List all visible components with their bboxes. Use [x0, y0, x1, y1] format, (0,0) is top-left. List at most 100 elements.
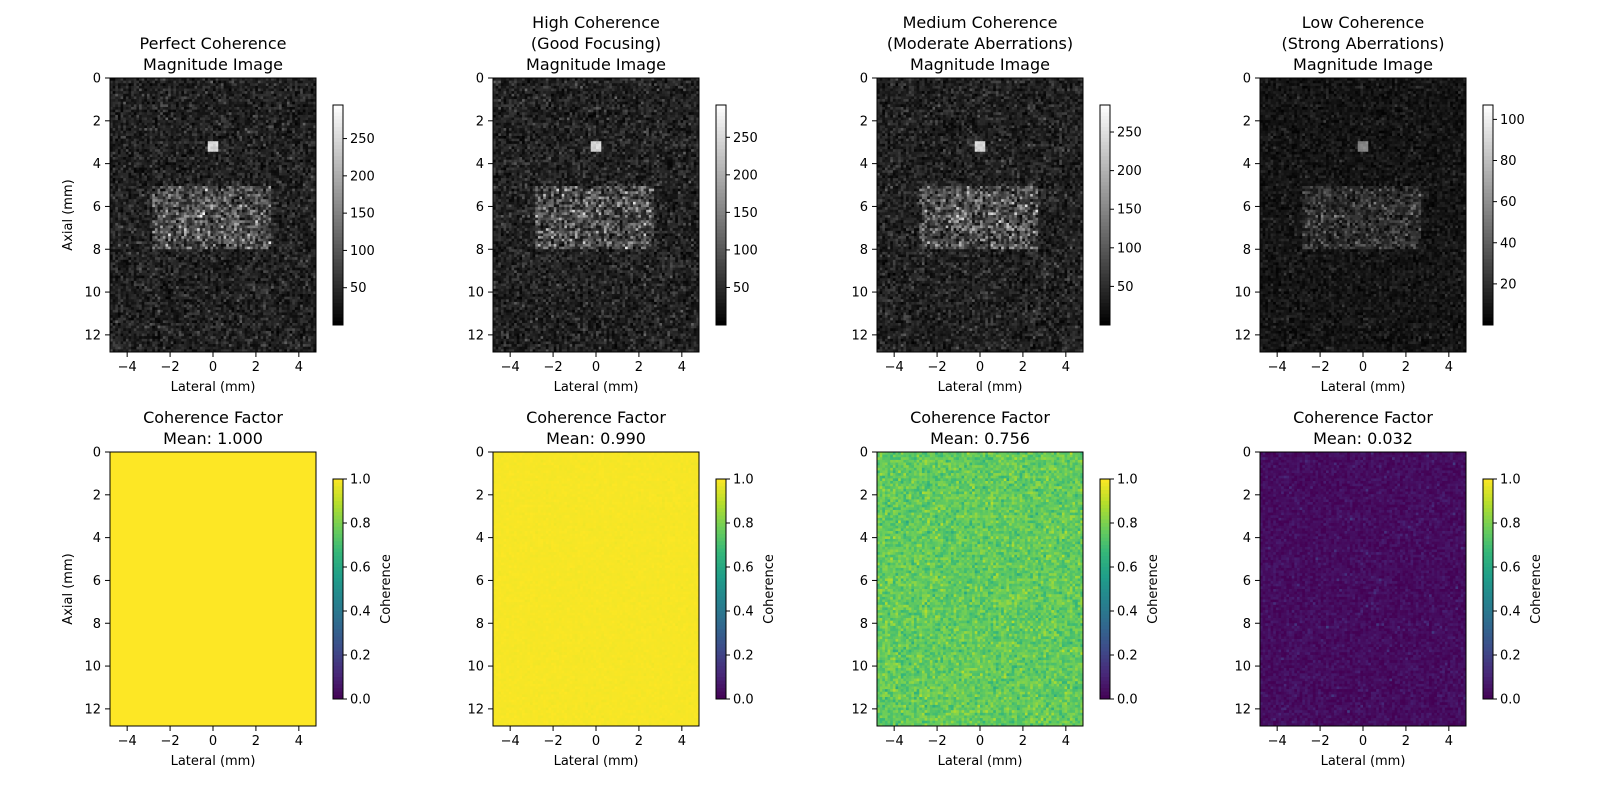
heatmap-cell	[311, 89, 314, 92]
heatmap-cell	[123, 99, 126, 102]
heatmap-cell	[115, 154, 118, 157]
heatmap-cell	[134, 115, 137, 118]
heatmap-cell	[305, 128, 308, 131]
heatmap-cell	[179, 110, 182, 113]
heatmap-cell	[181, 125, 184, 128]
heatmap-cell	[192, 165, 195, 168]
heatmap-cell	[126, 157, 129, 160]
heatmap-cell	[218, 94, 221, 97]
heatmap-cell	[158, 115, 161, 118]
heatmap-cell	[261, 136, 264, 139]
heatmap-cell	[305, 99, 308, 102]
heatmap-cell	[268, 110, 271, 113]
heatmap-cell	[208, 107, 211, 110]
heatmap-cell	[268, 104, 271, 107]
heatmap-cell	[123, 173, 126, 176]
heatmap-cell	[113, 154, 116, 157]
heatmap-cell	[139, 99, 142, 102]
heatmap-cell	[113, 112, 116, 115]
heatmap-cell	[210, 165, 213, 168]
heatmap-cell	[274, 120, 277, 123]
heatmap-cell	[197, 157, 200, 160]
heatmap-cell	[134, 165, 137, 168]
heatmap-cell	[176, 107, 179, 110]
heatmap-cell	[208, 110, 211, 113]
heatmap-cell	[300, 139, 303, 142]
heatmap-cell	[263, 173, 266, 176]
heatmap-cell	[113, 170, 116, 173]
heatmap-cell	[284, 110, 287, 113]
heatmap-cell	[234, 94, 237, 97]
heatmap-cell	[118, 154, 121, 157]
heatmap-cell	[160, 152, 163, 155]
heatmap-cell	[205, 136, 208, 139]
heatmap-cell	[229, 96, 232, 99]
heatmap-cell	[284, 91, 287, 94]
heatmap-cell	[155, 123, 158, 126]
heatmap-cell	[139, 104, 142, 107]
heatmap-cell	[234, 157, 237, 160]
heatmap-cell	[292, 162, 295, 165]
heatmap-cell	[187, 154, 190, 157]
heatmap-cell	[160, 133, 163, 136]
heatmap-cell	[287, 170, 290, 173]
heatmap-cell	[261, 94, 264, 97]
heatmap-cell	[279, 139, 282, 142]
heatmap-cell	[155, 173, 158, 176]
heatmap-cell	[271, 149, 274, 152]
heatmap-cell	[268, 86, 271, 89]
heatmap-cell	[202, 107, 205, 110]
heatmap-cell	[171, 118, 174, 121]
heatmap-cell	[295, 110, 298, 113]
heatmap-cell	[197, 102, 200, 105]
heatmap-cell	[268, 125, 271, 128]
heatmap-cell	[245, 86, 248, 89]
heatmap-cell	[242, 133, 245, 136]
heatmap-cell	[128, 160, 131, 163]
heatmap-cell	[181, 168, 184, 171]
heatmap-cell	[176, 99, 179, 102]
heatmap-cell	[218, 115, 221, 118]
heatmap-cell	[155, 110, 158, 113]
heatmap-cell	[205, 173, 208, 176]
heatmap-cell	[221, 115, 224, 118]
heatmap-cell	[160, 128, 163, 131]
heatmap-cell	[308, 81, 311, 84]
heatmap-cell	[242, 136, 245, 139]
heatmap-cell	[152, 154, 155, 157]
heatmap-cell	[176, 102, 179, 105]
heatmap-cell	[266, 99, 269, 102]
heatmap-cell	[205, 149, 208, 152]
heatmap-cell	[242, 115, 245, 118]
heatmap-cell	[276, 165, 279, 168]
heatmap-cell	[253, 141, 256, 144]
heatmap-cell	[221, 125, 224, 128]
heatmap-cell	[261, 115, 264, 118]
heatmap-cell	[298, 173, 301, 176]
heatmap-cell	[208, 131, 211, 134]
heatmap-cell	[298, 133, 301, 136]
heatmap-cell	[295, 83, 298, 86]
heatmap-cell	[263, 110, 266, 113]
heatmap-cell	[126, 96, 129, 99]
heatmap-cell	[205, 91, 208, 94]
heatmap-cell	[171, 94, 174, 97]
heatmap-cell	[213, 162, 216, 165]
heatmap-cell	[192, 104, 195, 107]
heatmap-cell	[139, 107, 142, 110]
heatmap-cell	[239, 89, 242, 92]
heatmap-cell	[305, 83, 308, 86]
heatmap-cell	[139, 154, 142, 157]
heatmap-cell	[284, 123, 287, 126]
heatmap-cell	[173, 165, 176, 168]
heatmap-cell	[245, 152, 248, 155]
heatmap-cell	[242, 110, 245, 113]
heatmap-cell	[292, 94, 295, 97]
heatmap-cell	[202, 110, 205, 113]
heatmap-cell	[229, 125, 232, 128]
heatmap-cell	[202, 131, 205, 134]
heatmap-cell	[205, 128, 208, 131]
heatmap-cell	[305, 107, 308, 110]
heatmap-cell	[176, 152, 179, 155]
heatmap-cell	[290, 165, 293, 168]
